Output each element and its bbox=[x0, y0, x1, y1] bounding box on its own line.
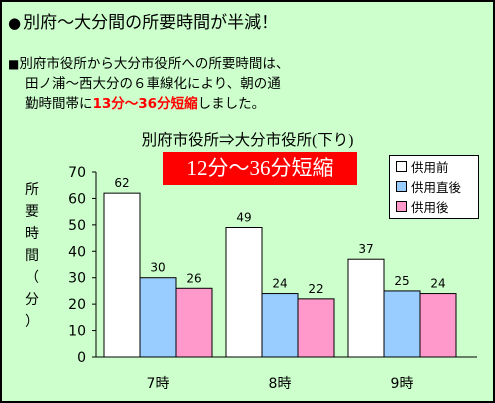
headline: ● 別府～大分間の所要時間が半減！ bbox=[8, 8, 278, 33]
bar bbox=[383, 290, 421, 358]
y-axis-label-char: 要 bbox=[25, 205, 39, 220]
legend-label: 供用後 bbox=[411, 200, 449, 215]
legend-item: 供用直後 bbox=[390, 176, 478, 196]
y-tick-label: 10 bbox=[68, 324, 86, 340]
description-line-2: 田ノ浦～西大分の６車線化により、朝の通 bbox=[25, 76, 281, 92]
bar-value-label: 26 bbox=[186, 271, 201, 285]
y-axis-label-char: ） bbox=[25, 315, 39, 330]
y-tick-label: 40 bbox=[68, 244, 86, 260]
bar bbox=[175, 287, 213, 358]
bar-value-label: 24 bbox=[430, 277, 445, 291]
y-axis-label-char: 分 bbox=[25, 293, 39, 308]
y-tick-label: 30 bbox=[68, 271, 86, 287]
y-axis-label: 所要時間 （ 分 ） bbox=[21, 180, 43, 334]
legend-item: 供用後 bbox=[390, 196, 478, 216]
chart-legend: 供用前供用直後供用後 bbox=[389, 155, 479, 219]
bar bbox=[103, 192, 141, 358]
bar-value-label: 30 bbox=[150, 261, 165, 275]
reduction-highlight: 13分～36分短縮 bbox=[92, 96, 198, 112]
y-tick-label: 70 bbox=[68, 165, 86, 181]
legend-label: 供用前 bbox=[411, 160, 449, 175]
y-tick-label: 60 bbox=[68, 191, 86, 207]
y-axis-label-char: （ bbox=[25, 271, 39, 286]
description-line-3: 勤時間帯に13分～36分短縮しました。 bbox=[25, 96, 266, 112]
description-line-1: ■別府市役所から大分市役所への所要時間は、 bbox=[8, 56, 290, 72]
description: ■別府市役所から大分市役所への所要時間は、 田ノ浦～西大分の６車線化により、朝の… bbox=[8, 54, 478, 114]
headline-title: 別府～大分間の所要時間が半減！ bbox=[23, 13, 279, 33]
bar bbox=[297, 298, 335, 358]
y-axis-label-char: 所 bbox=[25, 183, 39, 198]
reduction-banner: 12分～36分短縮 bbox=[163, 152, 357, 185]
bar-value-label: 62 bbox=[114, 176, 129, 190]
legend-item: 供用前 bbox=[390, 156, 478, 176]
bar bbox=[139, 277, 177, 358]
y-tick-label: 50 bbox=[68, 218, 86, 234]
y-tick-label: 20 bbox=[68, 297, 86, 313]
bar-value-label: 49 bbox=[236, 211, 251, 225]
legend-label: 供用直後 bbox=[411, 180, 462, 195]
bar-value-label: 37 bbox=[358, 242, 373, 256]
x-category-label: 7時 bbox=[147, 376, 170, 392]
bar-value-label: 25 bbox=[394, 274, 409, 288]
x-category-label: 9時 bbox=[391, 376, 414, 392]
bar bbox=[225, 227, 263, 358]
square-bullet-icon: ■ bbox=[8, 57, 20, 71]
y-axis-label-char: 時 bbox=[25, 227, 39, 242]
bullet-dot-icon: ● bbox=[8, 14, 22, 32]
y-axis-label-char: 間 bbox=[25, 249, 39, 264]
bar bbox=[347, 258, 385, 358]
legend-swatch bbox=[396, 200, 407, 212]
bar bbox=[419, 293, 457, 358]
bar bbox=[261, 293, 299, 358]
legend-swatch bbox=[396, 160, 407, 172]
chart-title: 別府市役所⇒大分市役所(下り) bbox=[141, 132, 354, 149]
x-category-label: 8時 bbox=[269, 376, 292, 392]
y-tick-label: 0 bbox=[77, 350, 86, 366]
legend-swatch bbox=[396, 180, 407, 192]
bar-value-label: 22 bbox=[308, 282, 323, 296]
bar-value-label: 24 bbox=[272, 277, 287, 291]
